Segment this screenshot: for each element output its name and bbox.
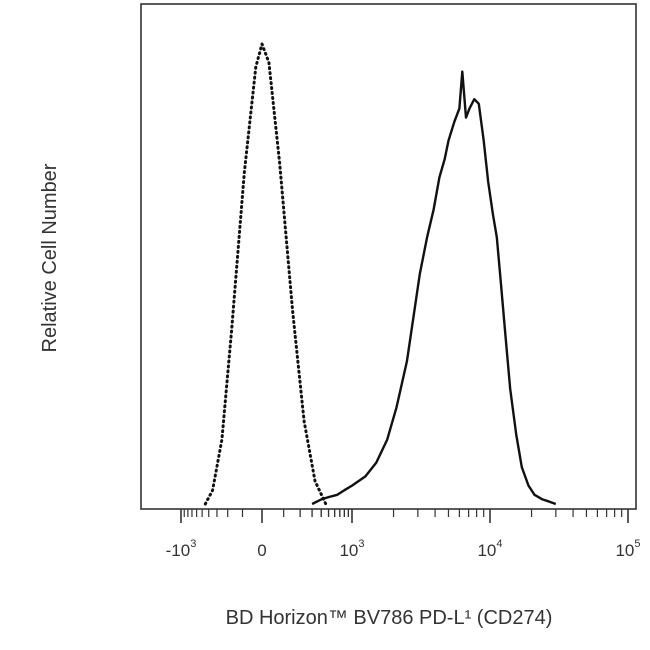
isotype-control-curve: [203, 42, 328, 506]
plot-frame: [140, 3, 637, 510]
tick-label: 104: [477, 538, 502, 560]
y-axis-label: Relative Cell Number: [39, 163, 61, 352]
stained-sample-curve: [311, 70, 557, 506]
tick-label: -103: [166, 538, 197, 560]
histogram-curves: [203, 42, 557, 506]
tick-label: 0: [257, 541, 266, 560]
x-axis-tick-labels: -103 0 103 104 105: [166, 538, 641, 560]
x-axis-ticks: [180, 509, 629, 523]
tick-label: 105: [615, 538, 640, 560]
tick-label: 103: [339, 538, 364, 560]
x-axis-label: BD Horizon™ BV786 PD-L¹ (CD274): [226, 607, 553, 629]
